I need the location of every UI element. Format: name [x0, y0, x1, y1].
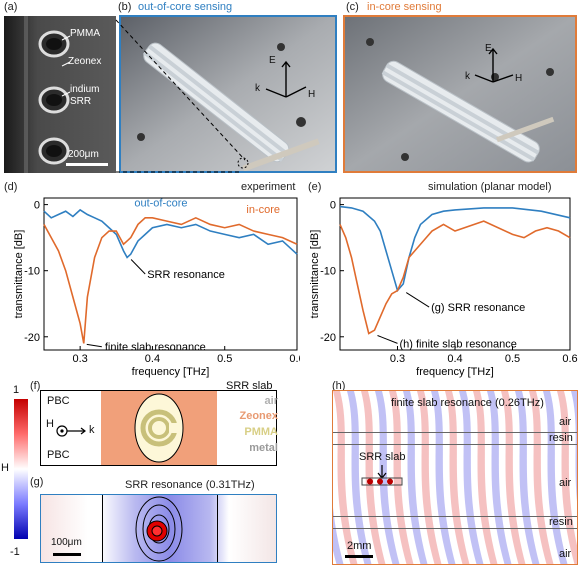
- srr-geometry: [134, 393, 184, 463]
- x-tick-label: 0.5: [505, 353, 520, 365]
- photo-in-core: E k H: [343, 15, 577, 173]
- colorbar-label: H: [1, 462, 9, 474]
- unit-cell: PBC PBC H k: [40, 390, 277, 466]
- panel-c-label: (c): [346, 1, 359, 13]
- field-direction-icon: [56, 425, 86, 437]
- legend-air: air: [264, 395, 278, 407]
- x-tick-label: 0.6: [562, 353, 577, 365]
- axis-e-b: E: [269, 55, 276, 66]
- scalebar-g-label: 100μm: [51, 537, 82, 548]
- panel-f-label: (f): [30, 380, 41, 392]
- legend-zeonex: Zeonex: [239, 410, 278, 422]
- panel-d-tag: experiment: [241, 181, 296, 193]
- colorbar-min: -1: [10, 546, 20, 558]
- pbc-top-label: PBC: [47, 395, 70, 407]
- scalebar-a-label: 200μm: [68, 149, 99, 160]
- x-tick-label: 0.6: [289, 353, 300, 365]
- series-line-in-core: [43, 216, 298, 344]
- colorbar-max: 1: [13, 384, 20, 396]
- annotation-srr: SRR resonance: [147, 269, 225, 281]
- chart-simulation: 0.3 0.4 0.5 0.6 0 -10 -20 frequency [THz] transm…: [309, 197, 578, 378]
- annotation-slab: finite slab resonance: [105, 342, 206, 354]
- legend-title: SRR slab: [226, 380, 273, 392]
- x-axis-label: frequency [THz]: [132, 366, 210, 378]
- panel-a-label: (a): [4, 1, 18, 13]
- h-field-label: H: [46, 418, 54, 430]
- annotation-arrow: [86, 343, 102, 348]
- layer-air-1: air: [559, 416, 572, 428]
- series-line-in-core: [339, 220, 571, 335]
- x-tick-label: 0.4: [145, 353, 160, 365]
- legend-in-core: in-core: [246, 204, 280, 216]
- pbc-bottom-label: PBC: [47, 449, 70, 461]
- panel-d-label: (d): [4, 181, 18, 193]
- slab-field-map: finite slab resonance (0.26THz) air resi…: [332, 390, 578, 565]
- srr-ring-3: [38, 137, 70, 165]
- annotation-srr: (g) SRR resonance: [431, 302, 525, 314]
- label-srr: SRR: [70, 96, 92, 107]
- axes-b: [265, 60, 307, 98]
- colorbar: [14, 399, 28, 539]
- legend-metal: metal: [249, 442, 278, 454]
- annotation-arrow: [377, 335, 398, 344]
- x-tick-label: 0.5: [217, 353, 232, 365]
- panel-b-label: (b): [118, 1, 132, 13]
- y-tick-label: -20: [24, 332, 40, 344]
- srr-ring-1: [38, 30, 70, 58]
- label-pmma: PMMA: [70, 28, 100, 39]
- k-label: k: [89, 424, 95, 436]
- panel-e-label: (e): [308, 181, 322, 193]
- x-tick-label: 0.3: [72, 353, 87, 365]
- y-tick-label: 0: [34, 200, 40, 212]
- y-tick-label: 0: [330, 200, 336, 212]
- axis-k-b: k: [255, 83, 260, 94]
- axis-h-c: H: [515, 73, 523, 84]
- slab-label: SRR slab: [359, 451, 406, 463]
- layer-air-2: air: [559, 477, 572, 489]
- axis-h-b: H: [308, 89, 316, 100]
- label-zeonex: Zeonex: [68, 56, 102, 67]
- legend-pmma: PMMA: [244, 426, 278, 438]
- series-line-out-of-core: [43, 208, 298, 259]
- srr-ring-2: [38, 86, 70, 114]
- panel-c-title: in-core sensing: [367, 1, 442, 13]
- axis-e-c: E: [485, 43, 492, 54]
- y-tick-label: -20: [320, 332, 336, 344]
- layer-resin-1: resin: [549, 432, 573, 444]
- x-tick-label: 0.3: [390, 353, 405, 365]
- axis-k-c: k: [465, 71, 470, 82]
- scalebar-h-label: 2mm: [347, 540, 372, 552]
- scalebar-a: [66, 163, 108, 166]
- panel-e-tag: simulation (planar model): [428, 181, 552, 193]
- y-axis-label: transmittance [dB]: [13, 230, 25, 319]
- plot-frame: [43, 197, 298, 351]
- panel-h-label: (h): [332, 380, 346, 392]
- axes-c: [474, 47, 514, 83]
- y-tick-label: -10: [320, 266, 336, 278]
- label-indium: indium: [70, 84, 100, 95]
- panel-g-label: (g): [30, 476, 44, 488]
- layer-resin-2: resin: [549, 516, 573, 528]
- slab-marker: [361, 465, 403, 486]
- photo-out-of-core: E k H: [119, 15, 337, 173]
- annotation-slab: (h) finite slab resonance: [400, 338, 517, 350]
- annotation-arrow: [130, 259, 146, 275]
- panel-b-title: out-of-core sensing: [138, 1, 233, 13]
- series-line-out-of-core: [339, 205, 571, 293]
- chart-experiment: 0.3 0.4 0.5 0.6 0 -10 -20 frequency [THz] transm…: [13, 197, 300, 378]
- y-axis-label: transmittance [dB]: [309, 230, 321, 319]
- legend-out-of-core: out-of-core: [134, 198, 187, 210]
- annotation-arrow: [405, 292, 430, 308]
- srr-field-map: 100μm: [40, 494, 277, 563]
- x-axis-label: frequency [THz]: [416, 366, 494, 378]
- layer-air-3: air: [559, 548, 572, 560]
- panel-g-title: SRR resonance (0.31THz): [125, 479, 255, 491]
- panel-h-title: finite slab resonance (0.26THz): [391, 397, 544, 409]
- x-tick-label: 0.4: [447, 353, 462, 365]
- y-tick-label: -10: [24, 266, 40, 278]
- microscope-image: PMMA Zeonex indium SRR 200μm: [4, 16, 116, 173]
